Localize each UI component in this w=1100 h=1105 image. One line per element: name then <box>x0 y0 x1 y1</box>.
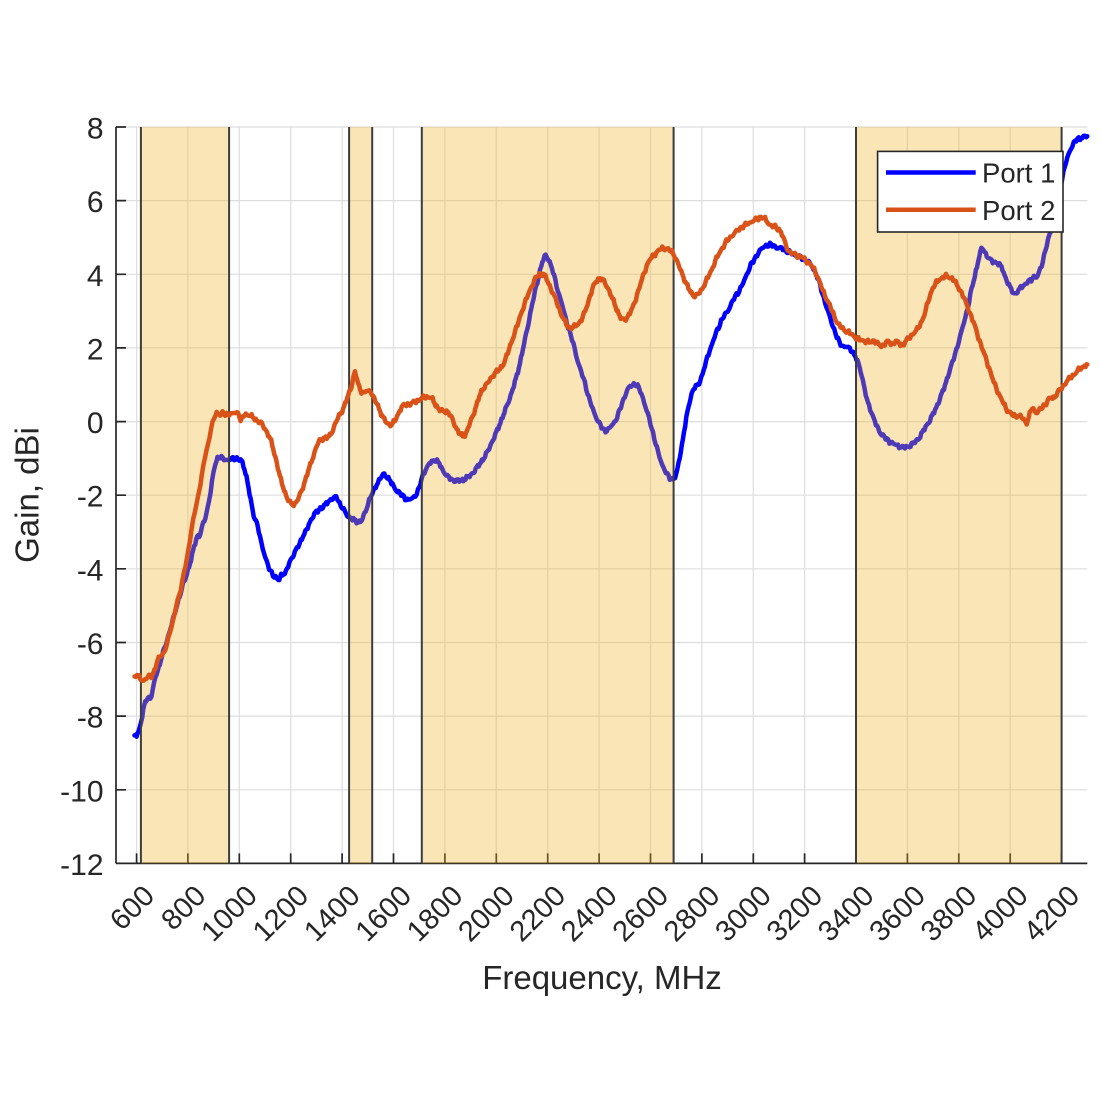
svg-text:4: 4 <box>87 260 104 293</box>
svg-text:Gain, dBi: Gain, dBi <box>9 427 46 563</box>
svg-text:Port 2: Port 2 <box>982 195 1055 226</box>
svg-text:-4: -4 <box>77 554 104 587</box>
svg-text:Port 1: Port 1 <box>982 158 1055 189</box>
svg-text:-12: -12 <box>60 849 103 882</box>
svg-text:Frequency, MHz: Frequency, MHz <box>482 959 722 996</box>
svg-text:-2: -2 <box>77 481 104 514</box>
svg-text:8: 8 <box>87 113 104 146</box>
svg-text:2: 2 <box>87 333 104 366</box>
svg-text:0: 0 <box>87 407 104 440</box>
svg-text:6: 6 <box>87 186 104 219</box>
svg-text:-6: -6 <box>77 628 104 661</box>
svg-text:-10: -10 <box>60 775 103 808</box>
svg-text:-8: -8 <box>77 702 104 735</box>
